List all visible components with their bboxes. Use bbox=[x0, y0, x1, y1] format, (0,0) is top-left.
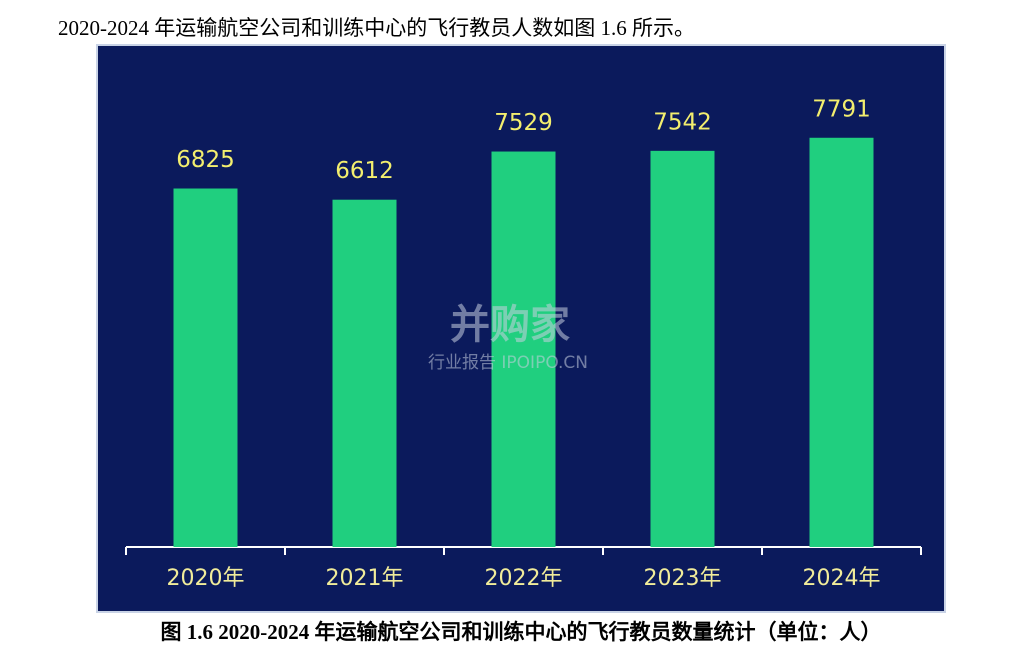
bar bbox=[173, 188, 238, 548]
intro-text: 2020-2024 年运输航空公司和训练中心的飞行教员人数如图 1.6 所示。 bbox=[58, 16, 695, 40]
x-tick-label: 2021年 bbox=[326, 566, 404, 591]
x-tick-label: 2020年 bbox=[167, 566, 245, 591]
x-tick-label: 2022年 bbox=[485, 566, 563, 591]
bar bbox=[809, 137, 874, 548]
value-label: 6612 bbox=[335, 158, 394, 184]
value-label: 6825 bbox=[176, 147, 235, 173]
bar bbox=[491, 151, 556, 548]
bar bbox=[332, 199, 397, 548]
watermark-brand: 并购家 bbox=[450, 302, 570, 348]
value-label: 7529 bbox=[494, 110, 553, 136]
value-label: 7791 bbox=[812, 96, 871, 122]
chart-caption: 图 1.6 2020-2024 年运输航空公司和训练中心的飞行教员数量统计（单位… bbox=[161, 620, 882, 644]
bar bbox=[650, 150, 715, 547]
value-label: 7542 bbox=[653, 109, 712, 135]
x-tick-label: 2023年 bbox=[644, 566, 722, 591]
plot-area: 2020年 6825 2021年 6612 2022年 7529 2023年 7542 2024… bbox=[125, 96, 922, 591]
x-tick-label: 2024年 bbox=[803, 566, 881, 591]
watermark-site: 行业报告 IPOIPO.CN bbox=[428, 353, 588, 373]
